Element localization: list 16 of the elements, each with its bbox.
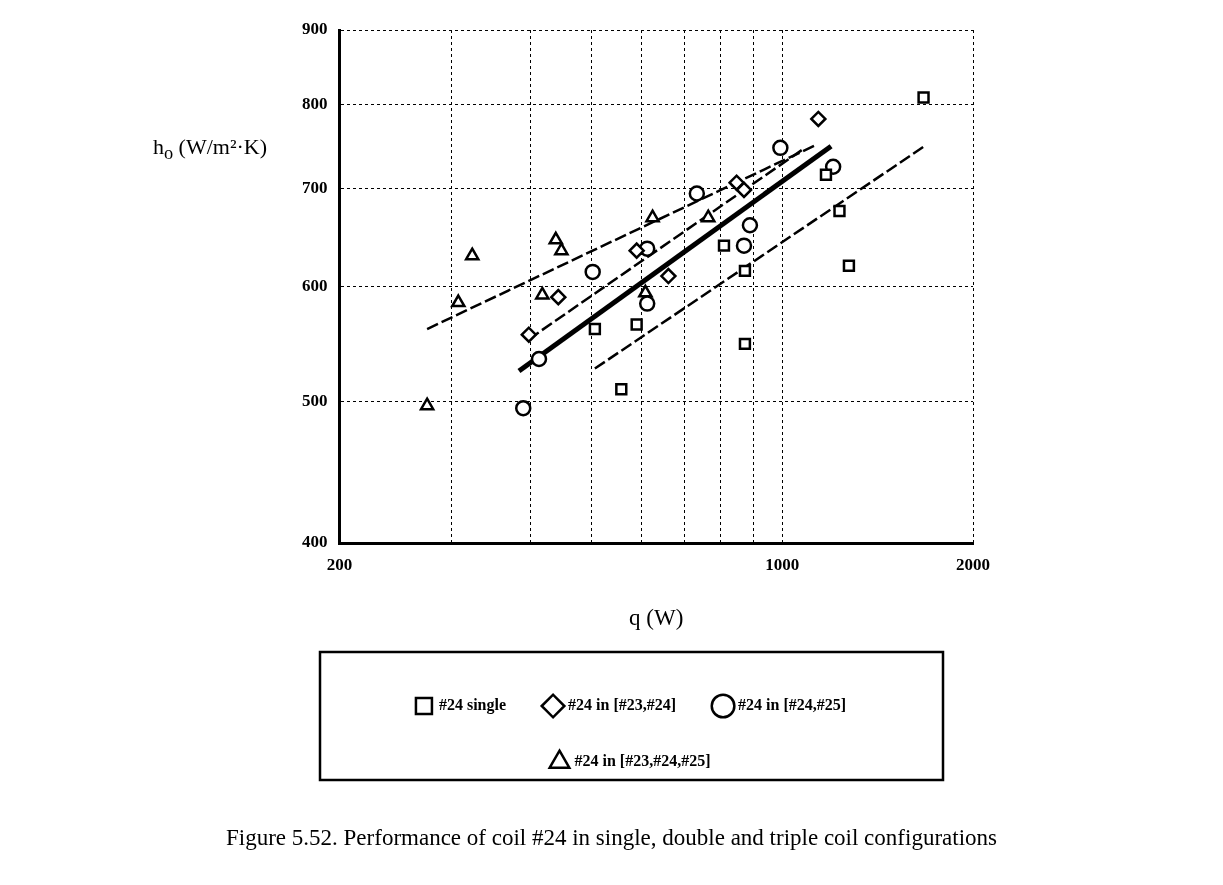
legend-label: #24 in [#24,#25] [738, 696, 847, 714]
legend-label: #24 in [#23,#24,#25] [574, 752, 711, 770]
caption: Figure 5.52. Performance of coil #24 in single, double and triple coil configurations [225, 825, 998, 851]
y-tick-label: 600 [302, 275, 328, 295]
x-axis-title: q (W) [629, 605, 684, 631]
x-tick-label: 1000 [765, 554, 800, 574]
y-tick-label: 500 [302, 391, 328, 411]
y-tick-label: 700 [302, 178, 328, 198]
legend-label: #24 single [438, 696, 507, 715]
y-tick-label: 800 [302, 93, 328, 113]
x-tick-label: 200 [326, 554, 353, 574]
y-tick-label: 400 [302, 532, 328, 552]
y-axis-title: h$_{o}$ (W/m²·K) [151, 133, 269, 166]
legend-label: #24 in [#23,#24] [568, 696, 677, 714]
y-tick-label: 900 [302, 19, 328, 39]
x-tick-label: 2000 [956, 554, 990, 574]
